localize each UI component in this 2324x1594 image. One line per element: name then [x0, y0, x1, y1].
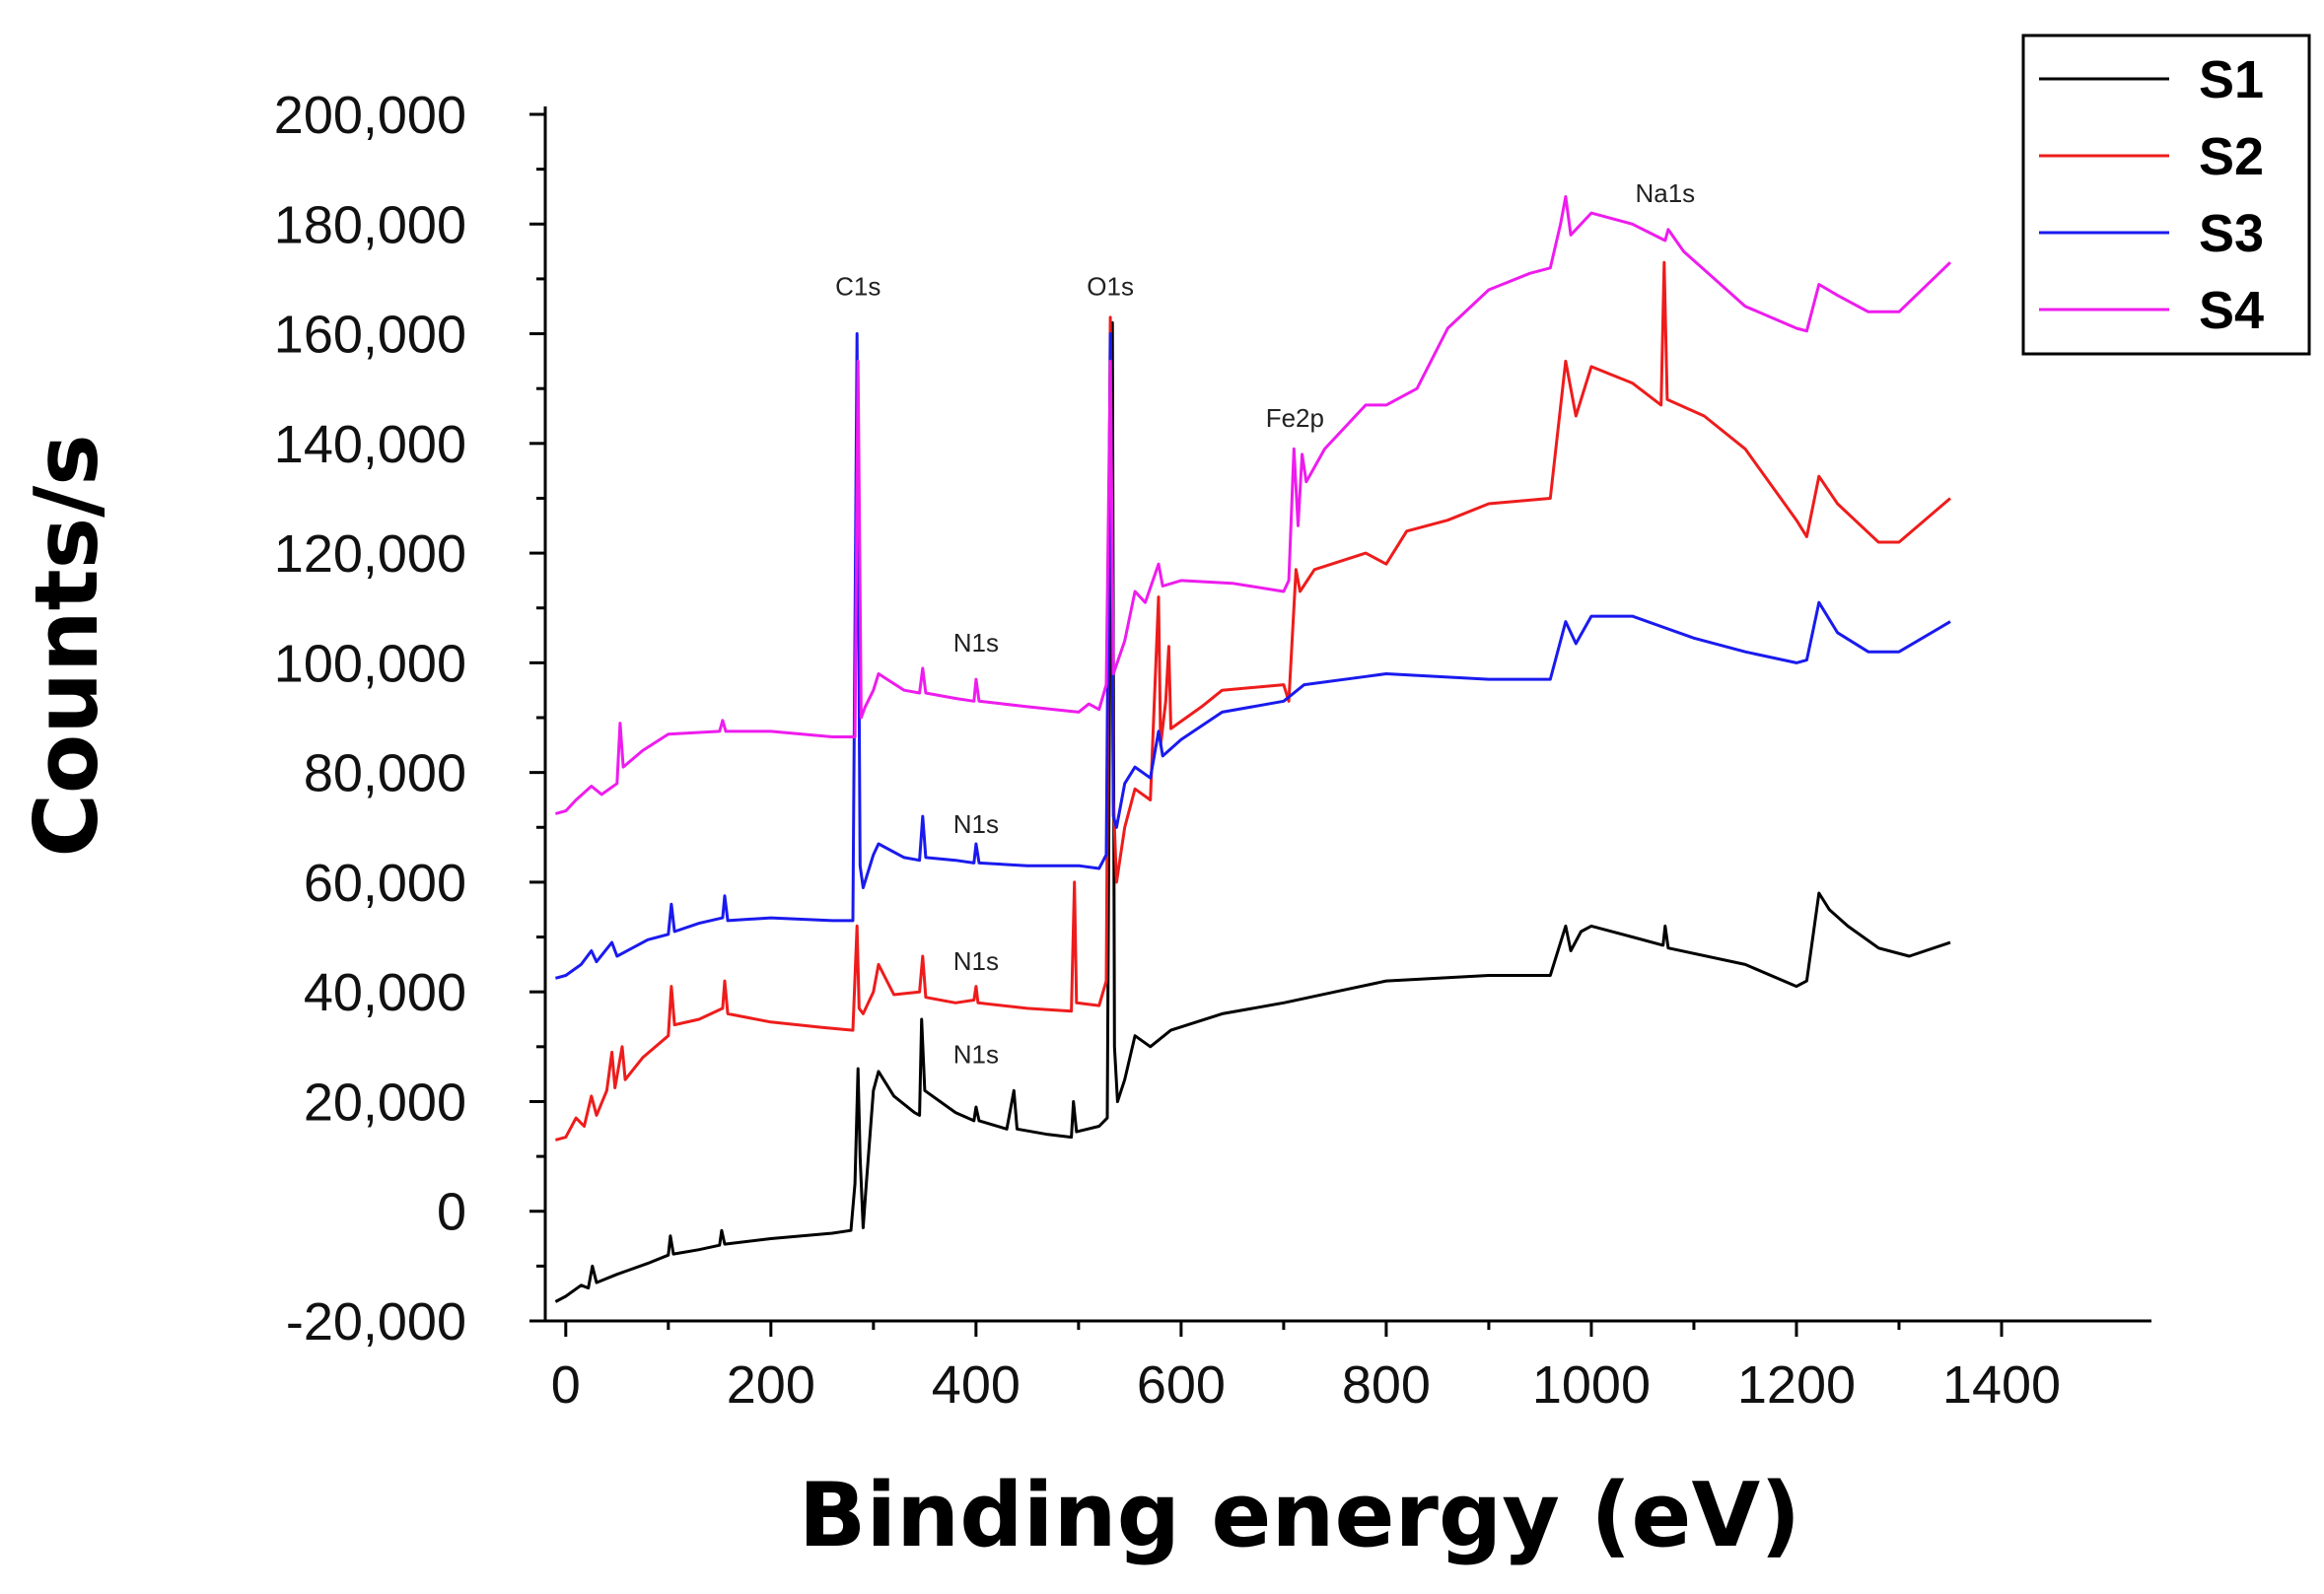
y-tick-label: 200,000 [274, 86, 466, 145]
axes [543, 106, 2151, 1323]
series-line-s2 [555, 260, 1951, 1142]
y-axis-title: Counts/s [16, 434, 117, 857]
peak-label-na1s: Na1s [1635, 178, 1695, 208]
peak-label-c1s: C1s [835, 272, 880, 302]
y-tick-label: 80,000 [304, 744, 466, 803]
ticks: -20,000 0 20,000 40,000 60,000 80,000 100,000 1… [274, 86, 2061, 1415]
x-tick-label: 1400 [1942, 1355, 2061, 1415]
peak-label-o1s: O1s [1087, 272, 1134, 302]
y-tick-label: 0 [437, 1183, 466, 1242]
legend-label-s2: S2 [2199, 127, 2264, 186]
legend-box [2021, 34, 2311, 356]
y-tick-label: -20,000 [286, 1292, 466, 1351]
peak-annotations: C1s O1s Fe2p Na1s N1s N1s N1s N1s [835, 178, 1695, 1069]
y-tick-label: 100,000 [274, 634, 466, 693]
legend-label-s1: S1 [2199, 50, 2264, 109]
y-tick-label: 20,000 [304, 1073, 466, 1132]
peak-label-n1s: N1s [953, 1040, 999, 1070]
peak-label-n1s: N1s [953, 628, 999, 658]
x-axis-title: Binding energy (eV) [799, 1464, 1801, 1567]
x-tick-label: 1000 [1532, 1355, 1651, 1415]
y-tick-label: 140,000 [274, 415, 466, 474]
peak-label-fe2p: Fe2p [1266, 403, 1324, 433]
legend: S1 S2 S3 S4 [2021, 34, 2311, 356]
peak-label-n1s: N1s [953, 809, 999, 839]
x-tick-label: 600 [1137, 1355, 1226, 1415]
legend-label-s3: S3 [2199, 204, 2264, 263]
peak-label-n1s: N1s [953, 946, 999, 976]
plot-lines [554, 195, 1952, 1303]
series-line-s1 [554, 320, 1951, 1303]
y-tick-label: 180,000 [274, 195, 466, 254]
y-tick-label: 60,000 [304, 854, 466, 913]
x-tick-label: 0 [551, 1355, 581, 1415]
legend-label-s4: S4 [2199, 281, 2264, 340]
y-tick-label: 160,000 [274, 306, 466, 365]
x-tick-label: 800 [1342, 1355, 1431, 1415]
y-tick-label: 120,000 [274, 524, 466, 584]
y-tick-label: 40,000 [304, 963, 466, 1022]
x-tick-label: 1200 [1737, 1355, 1856, 1415]
series-line-s4 [555, 195, 1952, 815]
x-tick-label: 200 [727, 1355, 815, 1415]
x-tick-label: 400 [932, 1355, 1021, 1415]
series-line-s3 [555, 332, 1951, 980]
